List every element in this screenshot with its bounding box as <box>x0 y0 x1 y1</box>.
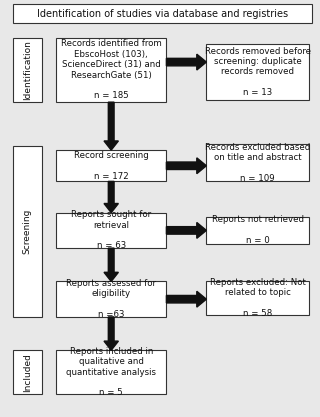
FancyBboxPatch shape <box>206 144 309 181</box>
Text: Reports assessed for
eligibility

n =63: Reports assessed for eligibility n =63 <box>66 279 156 319</box>
FancyBboxPatch shape <box>13 350 42 394</box>
FancyArrow shape <box>104 317 118 350</box>
FancyArrow shape <box>166 223 206 239</box>
FancyBboxPatch shape <box>206 217 309 244</box>
Text: Reports not retrieved

n = 0: Reports not retrieved n = 0 <box>212 216 304 245</box>
FancyArrow shape <box>104 248 118 281</box>
Text: Reports sought for
retrieval

n = 63: Reports sought for retrieval n = 63 <box>71 210 151 251</box>
FancyBboxPatch shape <box>56 281 166 317</box>
Text: Screening: Screening <box>23 209 32 254</box>
FancyArrow shape <box>166 158 206 174</box>
FancyBboxPatch shape <box>56 38 166 102</box>
FancyArrow shape <box>166 54 206 70</box>
Text: Records excluded based
on title and abstract

n = 109: Records excluded based on title and abst… <box>205 143 310 183</box>
FancyArrow shape <box>166 291 206 307</box>
FancyBboxPatch shape <box>13 4 312 23</box>
Text: Reports excluded: Not
related to topic

n = 58: Reports excluded: Not related to topic n… <box>210 278 306 318</box>
Text: Records removed before
screening: duplicate
records removed

n = 13: Records removed before screening: duplic… <box>204 47 311 97</box>
FancyBboxPatch shape <box>56 150 166 181</box>
FancyArrow shape <box>104 181 118 213</box>
FancyArrow shape <box>104 102 118 150</box>
FancyBboxPatch shape <box>206 44 309 100</box>
Text: Record screening

n = 172: Record screening n = 172 <box>74 151 148 181</box>
Text: Identification of studies via database and registries: Identification of studies via database a… <box>37 9 288 18</box>
Text: Identification: Identification <box>23 40 32 100</box>
FancyBboxPatch shape <box>56 213 166 248</box>
FancyBboxPatch shape <box>206 281 309 315</box>
FancyBboxPatch shape <box>56 350 166 394</box>
Text: Included: Included <box>23 353 32 392</box>
FancyBboxPatch shape <box>13 146 42 317</box>
Text: Reports included in
qualitative and
quantitative analysis

n = 5: Reports included in qualitative and quan… <box>66 347 156 397</box>
FancyBboxPatch shape <box>13 38 42 102</box>
Text: Records identified from
EbscoHost (103),
ScienceDirect (31) and
ResearchGate (51: Records identified from EbscoHost (103),… <box>61 39 162 100</box>
